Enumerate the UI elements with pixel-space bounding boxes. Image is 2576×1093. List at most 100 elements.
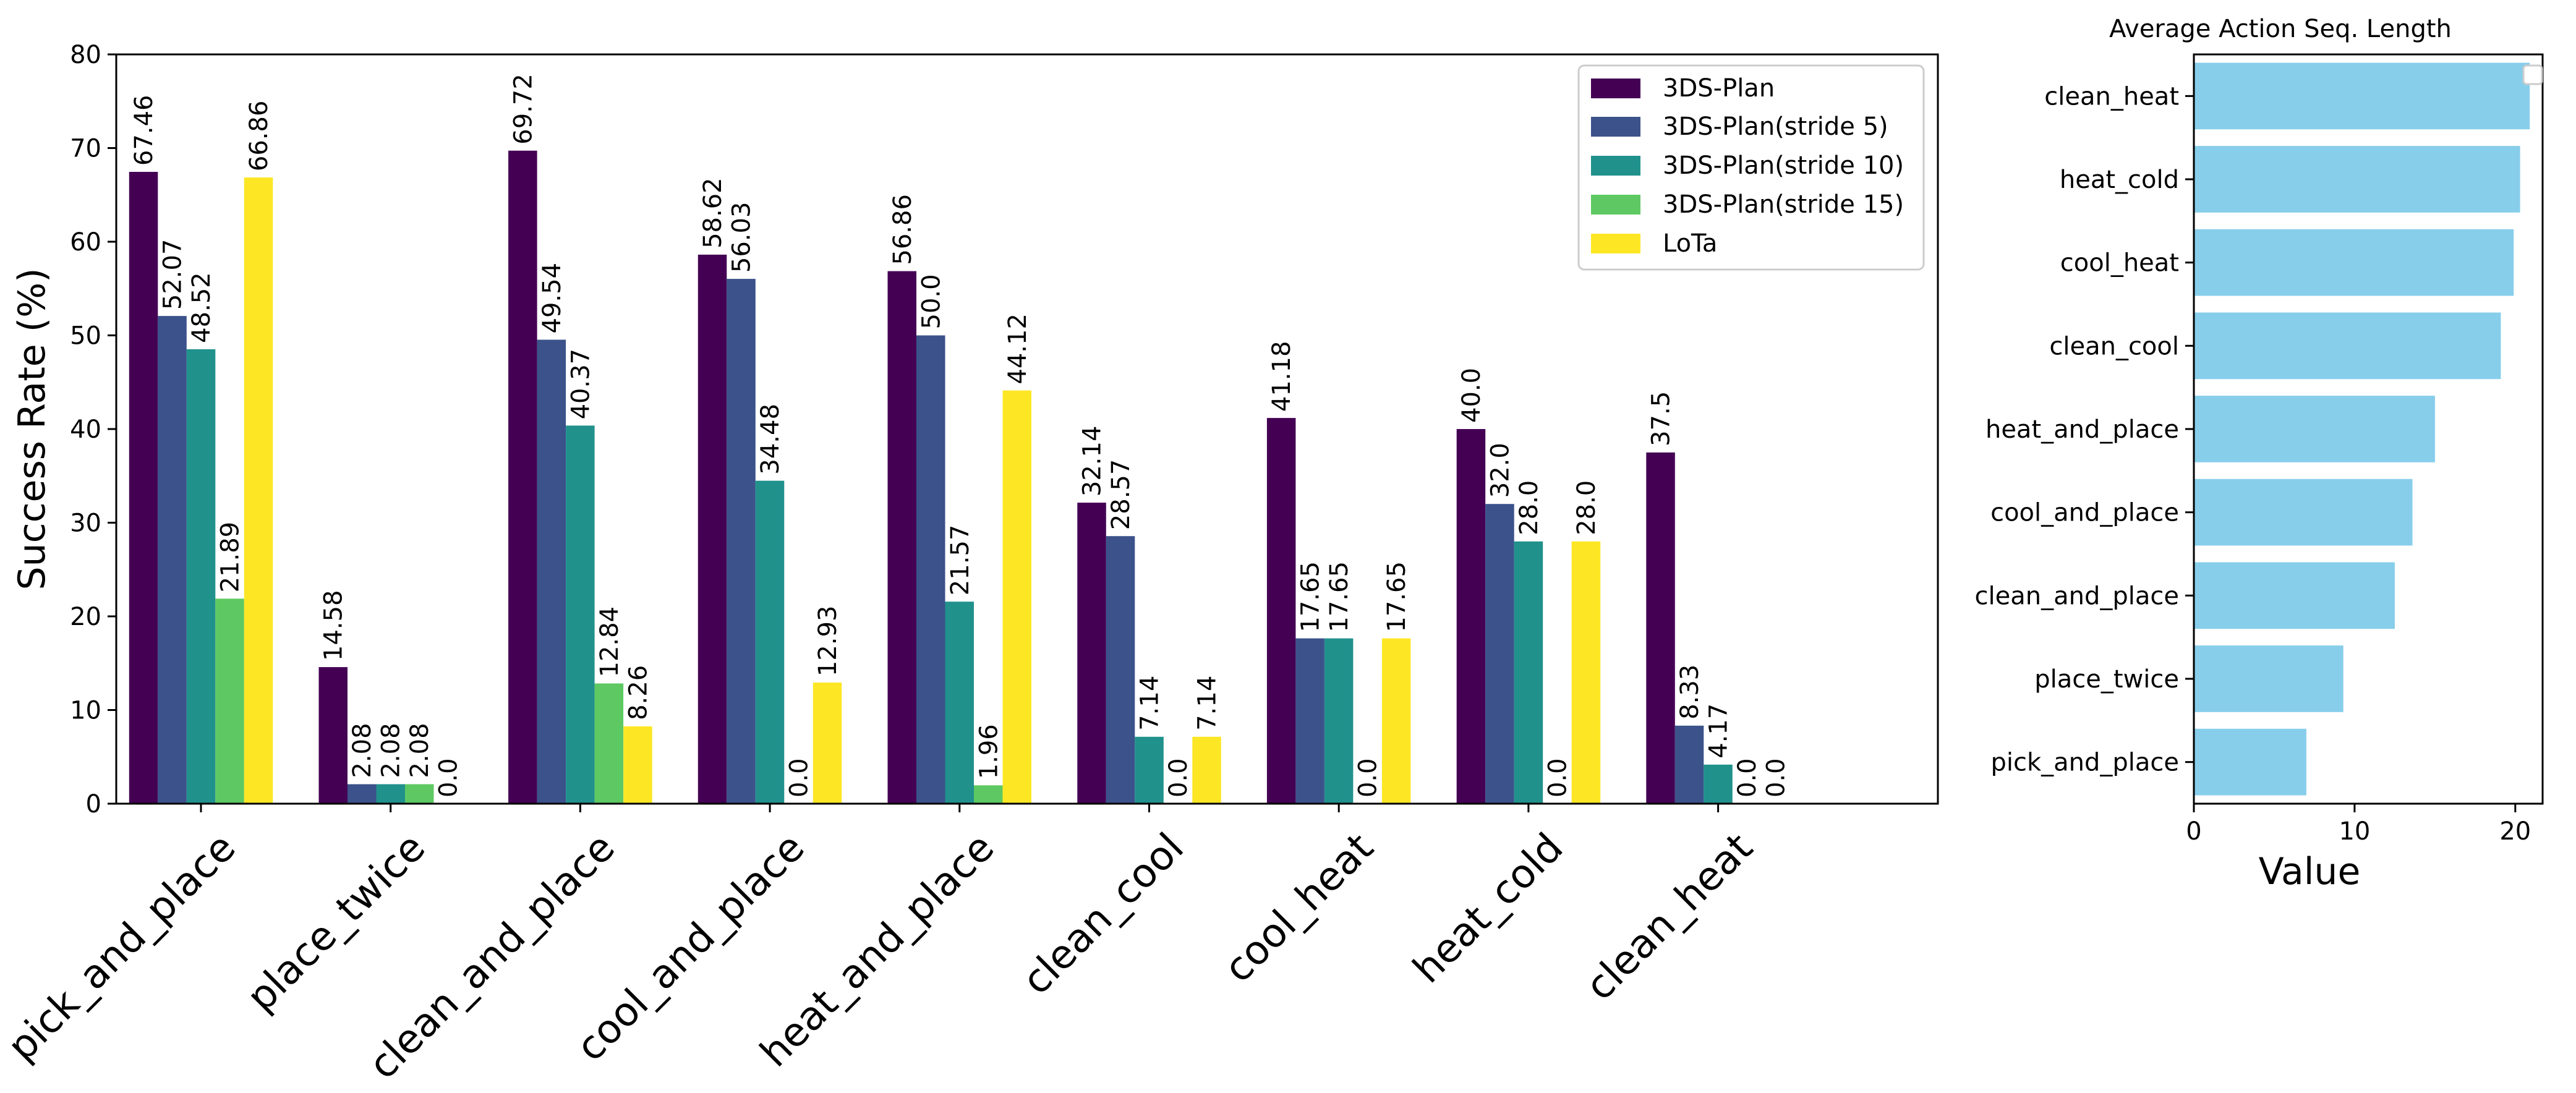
action-length-x-axis: 0 10 20	[2186, 804, 2531, 846]
bar-3ds-plan-stride-5-cool-heat	[1295, 638, 1324, 804]
bar-lota-heat-and-place	[1002, 390, 1031, 804]
bar-value-label: 21.89	[216, 522, 245, 593]
bar-3ds-plan-stride-5-pick-and-place	[158, 316, 187, 804]
bar-3ds-plan-clean-heat	[1646, 452, 1675, 804]
bar-value-label: 12.93	[814, 606, 842, 677]
y-tick-label: 80	[70, 41, 101, 69]
legend-swatch-3ds-plan	[1591, 79, 1640, 98]
bar-value-label: 2.08	[377, 723, 406, 778]
bar-3ds-plan-stride-10-heat-cold	[1514, 541, 1543, 804]
legend-frame	[1577, 64, 1925, 271]
y-tick-label: 30	[70, 509, 101, 538]
bar-value-label: 17.65	[1297, 561, 1325, 632]
bar-value-label: 0.0	[785, 758, 814, 797]
bar-value-label: 32.14	[1078, 426, 1107, 497]
y-tick-label-cool-heat: cool_heat	[2060, 249, 2179, 278]
bar-3ds-plan-stride-15-clean-and-place	[594, 683, 624, 804]
y-tick-label-heat-and-place: heat_and_place	[1985, 415, 2179, 444]
bar-value-label: 2.08	[348, 723, 377, 778]
bar-3ds-plan-stride-10-pick-and-place	[186, 349, 216, 804]
bar-value-label: 2.08	[406, 723, 434, 778]
bar-lota-heat-cold	[1571, 541, 1601, 804]
bar-value-label: 8.33	[1676, 665, 1704, 720]
legend-label-3ds-plan-stride-5: 3DS-Plan(stride 5)	[1663, 113, 1888, 141]
action-length-chart-title: Average Action Seq. Length	[2109, 15, 2452, 43]
y-tick-label-clean-cool: clean_cool	[2049, 332, 2179, 360]
y-tick-label: 0	[86, 790, 101, 819]
bar-lota-cool-heat	[1381, 638, 1411, 804]
bar-lota-cool-and-place	[812, 683, 842, 804]
legend-swatch-3ds-plan-stride-5	[1591, 117, 1640, 137]
bar-3ds-plan-cool-heat	[1266, 418, 1296, 804]
bar-clean-cool	[2194, 312, 2501, 380]
bar-3ds-plan-stride-15-heat-and-place	[974, 785, 1003, 804]
bar-heat-cold	[2194, 146, 2520, 213]
y-tick-label: 20	[70, 603, 101, 631]
bar-3ds-plan-stride-5-heat-and-place	[916, 335, 945, 804]
bar-value-label: 28.0	[1515, 480, 1543, 535]
bar-lota-clean-and-place	[623, 726, 652, 804]
bar-value-label: 37.5	[1647, 391, 1676, 446]
bar-3ds-plan-stride-10-heat-and-place	[945, 602, 974, 804]
bar-3ds-plan-clean-cool	[1077, 503, 1106, 804]
bar-3ds-plan-stride-5-clean-cool	[1106, 536, 1135, 804]
bar-3ds-plan-stride-10-place-twice	[376, 784, 405, 804]
bar-3ds-plan-stride-5-clean-and-place	[537, 339, 566, 804]
bar-value-label: 48.52	[187, 272, 216, 343]
bar-3ds-plan-stride-5-cool-and-place	[727, 279, 756, 804]
bar-value-label: 44.12	[1004, 313, 1032, 385]
bar-value-label: 69.72	[509, 74, 537, 145]
y-tick-label-clean-and-place: clean_and_place	[1975, 582, 2179, 610]
y-tick-label: 40	[70, 415, 101, 444]
x-tick-label: 10	[2339, 817, 2370, 846]
bar-3ds-plan-stride-5-heat-cold	[1485, 504, 1514, 804]
legend-swatch-3ds-plan-stride-10	[1591, 156, 1640, 176]
bar-3ds-plan-stride-5-place-twice	[348, 784, 377, 804]
bar-3ds-plan-stride-10-cool-and-place	[755, 480, 785, 804]
bar-value-label: 56.03	[728, 202, 756, 273]
action-length-chart: Average Action Seq. Length clean_heathea…	[1975, 15, 2544, 893]
bar-value-label: 0.0	[1354, 758, 1383, 797]
bar-cool-and-place	[2194, 478, 2413, 546]
bar-3ds-plan-stride-5-clean-heat	[1674, 725, 1704, 804]
bar-value-label: 0.0	[1762, 758, 1791, 797]
legend-label-3ds-plan: 3DS-Plan	[1663, 74, 1775, 103]
bar-value-label: 66.86	[245, 101, 273, 172]
bar-value-label: 8.26	[624, 665, 652, 720]
bar-value-label: 1.96	[975, 724, 1003, 779]
bar-3ds-plan-stride-15-pick-and-place	[215, 598, 244, 804]
x-tick-label: 0	[2186, 817, 2201, 846]
success-rate-legend: 3DS-Plan 3DS-Plan(stride 5) 3DS-Plan(str…	[1577, 64, 1925, 271]
bar-3ds-plan-stride-10-clean-heat	[1704, 764, 1733, 804]
bar-value-label: 40.37	[566, 349, 595, 420]
bar-value-label: 34.48	[756, 404, 785, 475]
bar-value-label: 56.86	[889, 194, 917, 265]
bar-lota-clean-cool	[1192, 736, 1221, 804]
legend-label-3ds-plan-stride-10: 3DS-Plan(stride 10)	[1663, 151, 1904, 180]
bar-value-label: 7.14	[1193, 676, 1222, 731]
legend-swatch-lota	[1591, 234, 1640, 253]
bar-value-label: 58.62	[699, 177, 727, 249]
bar-3ds-plan-stride-10-clean-and-place	[566, 425, 595, 804]
bar-value-label: 41.18	[1268, 341, 1296, 412]
bar-3ds-plan-heat-cold	[1456, 429, 1486, 804]
bar-lota-pick-and-place	[244, 177, 273, 804]
y-tick-label: 60	[70, 228, 101, 257]
bar-value-label: 50.0	[917, 274, 945, 329]
bar-cool-heat	[2194, 229, 2514, 296]
y-tick-label-clean-heat: clean_heat	[2044, 82, 2179, 111]
legend-swatch-3ds-plan-stride-15	[1591, 195, 1640, 215]
success-rate-bars	[129, 150, 1733, 804]
y-tick-label: 50	[70, 322, 101, 351]
action-length-x-axis-label: Value	[2259, 850, 2361, 893]
bar-heat-and-place	[2194, 396, 2435, 462]
bar-place-twice	[2194, 645, 2344, 712]
success-rate-y-axis: 0 10 20 30 40 50 60 70 80	[70, 41, 116, 819]
legend-label-3ds-plan-stride-15: 3DS-Plan(stride 15)	[1663, 190, 1904, 219]
bar-value-label: 32.0	[1486, 443, 1514, 498]
bar-3ds-plan-pick-and-place	[129, 172, 158, 804]
bar-value-label: 4.17	[1705, 704, 1733, 759]
bar-clean-and-place	[2194, 562, 2395, 629]
y-tick-label-place-twice: place_twice	[2034, 665, 2179, 694]
